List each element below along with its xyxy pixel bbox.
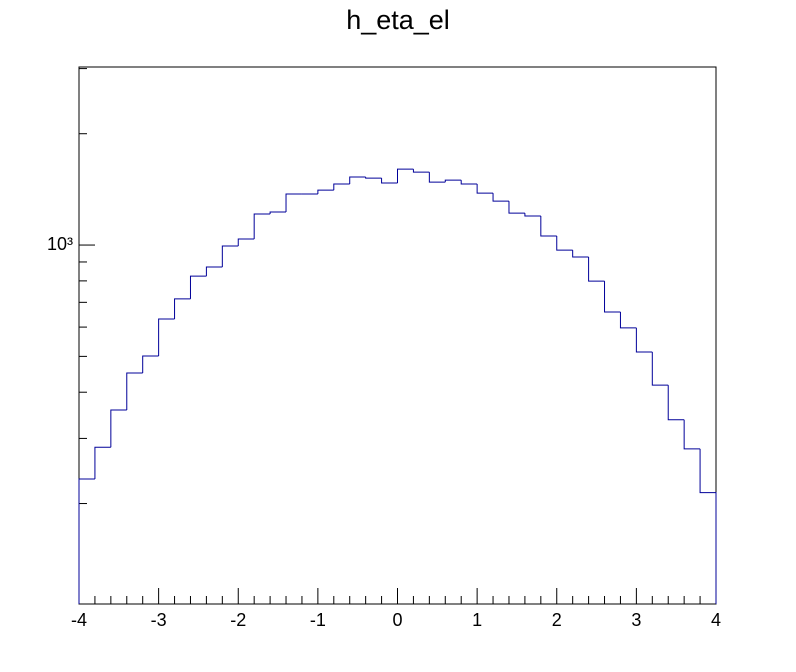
histogram-bin <box>349 176 366 185</box>
histogram-bin <box>253 213 271 240</box>
x-tick-label: -3 <box>151 610 167 630</box>
y-tick-label: 10³ <box>47 234 73 254</box>
histogram-bin <box>588 257 605 282</box>
histogram-bin <box>285 193 302 213</box>
histogram-bin <box>158 318 175 357</box>
histogram-bin <box>126 372 143 411</box>
histogram-bin <box>333 183 350 191</box>
x-tick-label: 1 <box>472 610 482 630</box>
histogram-bin <box>572 250 589 258</box>
histogram-bin <box>94 446 111 480</box>
histogram-bin <box>540 216 557 237</box>
histogram-bin <box>110 409 127 448</box>
histogram-bin <box>492 193 509 202</box>
histogram-bin <box>619 312 637 329</box>
histogram-bin <box>205 266 223 277</box>
x-tick-label: 4 <box>711 610 721 630</box>
chart-title: h_eta_el <box>346 5 450 35</box>
histogram-bin <box>444 179 462 183</box>
histogram-bin <box>683 419 701 450</box>
histogram-bin <box>604 281 621 313</box>
x-tick-label: -1 <box>310 610 326 630</box>
histogram-bin <box>635 327 653 353</box>
histogram-bin <box>317 189 334 195</box>
histogram-bin <box>460 180 478 185</box>
x-tick-label: -2 <box>230 610 246 630</box>
x-tick-label: -4 <box>71 610 87 630</box>
histogram-bin <box>221 245 239 268</box>
histogram-bin <box>237 238 255 247</box>
histogram-bin <box>269 211 287 215</box>
histogram-bin <box>476 184 494 194</box>
x-tick-label: 0 <box>392 610 402 630</box>
histogram-bin <box>365 177 382 179</box>
histogram-bin <box>524 213 541 217</box>
x-tick-label: 3 <box>631 610 641 630</box>
histogram-bin <box>508 201 525 214</box>
histogram-bin <box>142 355 159 373</box>
x-tick-label: 2 <box>552 610 562 630</box>
histogram-bin <box>412 169 430 173</box>
histogram-bin <box>428 172 446 183</box>
histogram-bin <box>189 275 207 299</box>
histogram-bin <box>78 478 95 604</box>
histogram-bin <box>397 168 414 184</box>
histogram-bin <box>556 235 573 251</box>
histogram-bin <box>651 351 669 386</box>
histogram-bin <box>667 385 685 421</box>
histogram-bin <box>381 178 398 184</box>
histogram-bin <box>174 298 191 319</box>
histogram-bin <box>699 448 717 604</box>
